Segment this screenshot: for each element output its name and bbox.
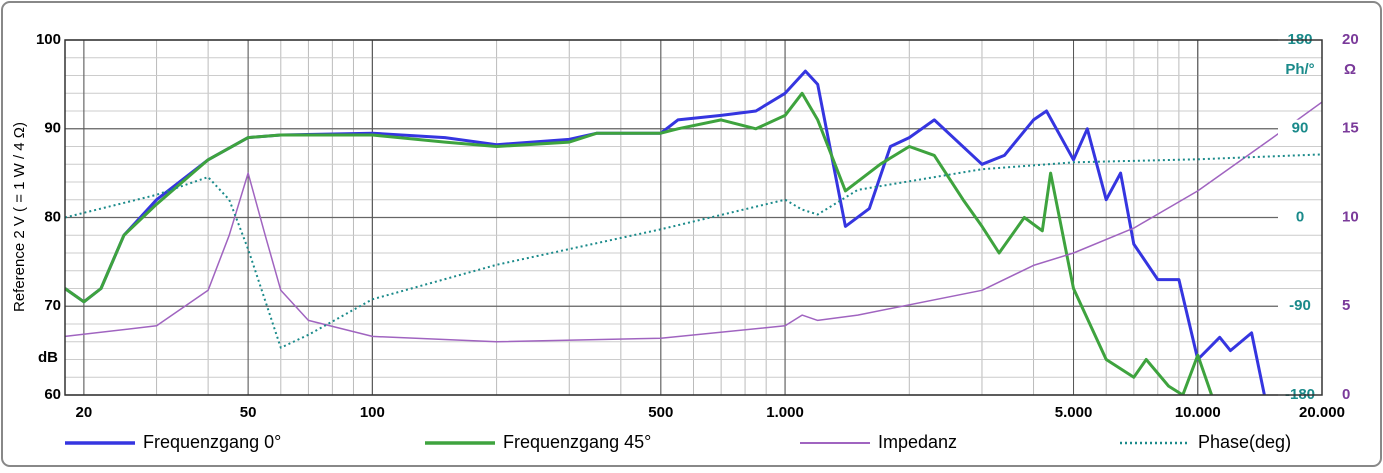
- y-unit: dB: [38, 349, 58, 366]
- grid: [65, 39, 1323, 396]
- label-bg: [1278, 119, 1322, 138]
- x-tick-label: 20.000: [1299, 404, 1345, 421]
- legend-label: Frequenzgang 45°: [503, 432, 651, 452]
- legend-label: Impedanz: [878, 432, 957, 452]
- plot-border: [64, 39, 1323, 396]
- y3-tick-label: 0: [1342, 386, 1350, 403]
- label-bg: [1278, 208, 1322, 227]
- y2-tick-label: -90: [1289, 297, 1311, 314]
- label-bg: [1278, 297, 1322, 316]
- legend-label: Phase(deg): [1198, 432, 1291, 452]
- y3-tick-label: 5: [1342, 297, 1350, 314]
- y-tick-label: 80: [44, 208, 61, 225]
- y-axis-label: Reference 2 V ( = 1 W / 4 Ω): [11, 122, 28, 312]
- y-tick-label: 70: [44, 297, 61, 314]
- x-tick-label: 10.000: [1175, 404, 1221, 421]
- series-line: [65, 91, 1214, 395]
- curves: [65, 69, 1322, 395]
- y-tick-label: 90: [44, 120, 61, 137]
- y-tick-label: 60: [44, 386, 61, 403]
- y2-unit: Ph/°: [1285, 61, 1314, 78]
- x-tick-label: 50: [240, 404, 257, 421]
- x-tick-label: 5.000: [1055, 404, 1093, 421]
- y-tick-label: 100: [36, 31, 61, 48]
- y3-tick-label: 15: [1342, 120, 1359, 137]
- y2-tick-label: 90: [1292, 120, 1309, 137]
- y3-tick-label: 10: [1342, 208, 1359, 225]
- y3-unit: Ω: [1344, 61, 1356, 78]
- x-tick-label: 100: [360, 404, 385, 421]
- x-tick-label: 20: [76, 404, 93, 421]
- legend-label: Frequenzgang 0°: [143, 432, 281, 452]
- x-tick-label: 500: [648, 404, 673, 421]
- y3-tick-label: 20: [1342, 31, 1359, 48]
- y2-tick-label: 0: [1296, 208, 1304, 225]
- x-tick-label: 1.000: [766, 404, 804, 421]
- series-line: [65, 101, 1322, 343]
